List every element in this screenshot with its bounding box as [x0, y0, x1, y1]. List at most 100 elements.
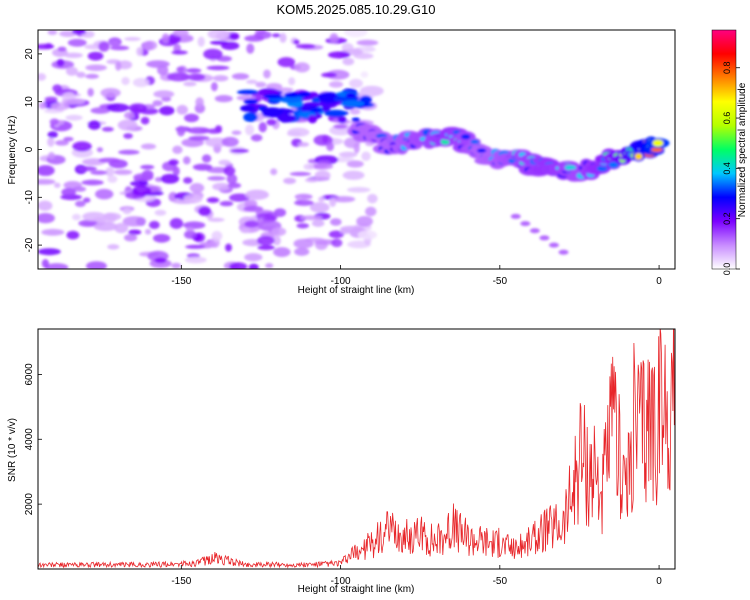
- heatmap-cell: [183, 230, 197, 239]
- heatmap-cell: [265, 263, 274, 269]
- heatmap-cell: [311, 219, 325, 228]
- heatmap-cell: [123, 133, 133, 139]
- heatmap-cell: [169, 218, 184, 229]
- heatmap-cell: [106, 103, 130, 112]
- heatmap-cell: [244, 35, 265, 42]
- heatmap-cell: [207, 30, 230, 40]
- heatmap-cell: [63, 136, 74, 142]
- heatmap-cell: [270, 168, 278, 176]
- heatmap-cell: [283, 177, 297, 185]
- heatmap-cell: [71, 30, 86, 35]
- heatmap-cell: [294, 247, 310, 256]
- heatmap-cell: [227, 182, 242, 189]
- heatmap-cell: [183, 194, 203, 204]
- heatmap-cell: [123, 234, 138, 242]
- heatmap-cell: [470, 139, 480, 145]
- x-tick-label: -50: [493, 276, 508, 287]
- heatmap-cell: [63, 52, 83, 59]
- colorbar-frame: [711, 29, 737, 270]
- y-tick-label: 0: [24, 146, 35, 152]
- heatmap-cell: [287, 127, 310, 137]
- heatmap-cell: [277, 114, 297, 123]
- heatmap-cell: [349, 108, 361, 115]
- colorbar-ticks: 0.0 0.2 0.4 0.6 0.8: [722, 61, 740, 275]
- heatmap-cell: [240, 228, 251, 234]
- heatmap-cell: [243, 98, 259, 105]
- colorbar-tick-label: 0.8: [722, 61, 732, 74]
- heatmap-cell: [333, 124, 348, 129]
- heatmap-cell: [279, 32, 287, 43]
- heatmap-cell: [226, 173, 238, 185]
- heatmap-cell: [256, 235, 275, 246]
- heatmap-cell: [73, 186, 87, 192]
- snr-panel: -150 -100 -50 0 2000 4000 6000 Height of stra…: [7, 328, 676, 595]
- heatmap-cell: [186, 68, 202, 73]
- heatmap-cell: [218, 159, 231, 166]
- heatmap-cell: [176, 66, 185, 73]
- colorbar-tick-label: 0.0: [722, 263, 732, 276]
- heatmap-cell: [346, 187, 371, 193]
- heatmap-cell: [210, 81, 218, 92]
- heatmap-cell: [187, 73, 206, 81]
- heatmap-cell: [38, 248, 61, 256]
- x-tick-label: -100: [331, 276, 351, 287]
- heatmap-cell: [122, 216, 146, 227]
- heatmap-cell: [55, 140, 69, 146]
- heatmap-cell: [110, 39, 120, 48]
- heatmap-cell: [143, 41, 154, 51]
- heatmap-cell: [98, 157, 121, 163]
- heatmap-cell: [356, 215, 373, 227]
- heatmap-cell: [203, 48, 223, 60]
- y-tick-label: 6000: [24, 363, 35, 386]
- heatmap-cell: [322, 103, 331, 113]
- heatmap-cell: [47, 137, 55, 147]
- heatmap-cell: [348, 78, 363, 89]
- heatmap-cell: [54, 182, 61, 188]
- colorbar-tick-label: 0.4: [722, 162, 732, 175]
- heatmap-cell: [38, 200, 53, 211]
- heatmap-cell: [330, 218, 342, 226]
- heatmap-cell: [117, 119, 138, 131]
- heatmap-cell: [72, 213, 81, 221]
- heatmap-cell: [271, 227, 287, 237]
- heatmap-cell: [258, 121, 267, 133]
- heatmap-cell: [243, 205, 264, 212]
- heatmap-cell: [329, 33, 339, 43]
- heatmap-cell: [277, 57, 296, 68]
- heatmap-cell: [342, 170, 365, 180]
- heatmap-cell: [133, 173, 154, 182]
- heatmap-cell: [176, 104, 189, 115]
- heatmap-cell: [328, 81, 344, 88]
- heatmap-cell: [113, 169, 133, 175]
- heatmap-cell: [56, 58, 65, 67]
- snr-x-ticks: -150 -100 -50 0: [171, 565, 662, 587]
- colorbar-tick-label: 0.6: [722, 112, 732, 125]
- heatmap-cell: [293, 39, 300, 45]
- heatmap-cell: [266, 82, 283, 91]
- heatmap-cell: [41, 259, 50, 268]
- heatmap-cell: [168, 191, 178, 202]
- heatmap-cell: [219, 200, 234, 207]
- snr-series-line: [38, 329, 675, 569]
- heatmap-cell: [47, 30, 58, 35]
- heatmap-cell: [78, 219, 98, 227]
- heatmap-cell: [340, 100, 365, 108]
- heatmap-cell: [118, 149, 140, 155]
- heatmap-cell: [337, 116, 347, 124]
- heatmap-cell: [460, 133, 471, 140]
- heatmap-cell: [166, 72, 191, 82]
- heatmap-cell: [223, 166, 236, 176]
- heatmap-cell: [49, 118, 60, 126]
- heatmap-cell: [297, 142, 310, 147]
- heatmap-cell: [41, 228, 65, 236]
- heatmap-cell: [38, 73, 47, 81]
- heatmap-cell: [197, 36, 205, 47]
- heatmap-cell: [95, 188, 114, 200]
- snr-y-ticks: 2000 4000 6000: [24, 363, 42, 515]
- heatmap-cell: [132, 185, 152, 197]
- heatmap-cell: [229, 262, 248, 269]
- heatmap-cell: [338, 151, 358, 158]
- heatmap-cell: [85, 73, 99, 79]
- heatmap-cell: [651, 147, 663, 152]
